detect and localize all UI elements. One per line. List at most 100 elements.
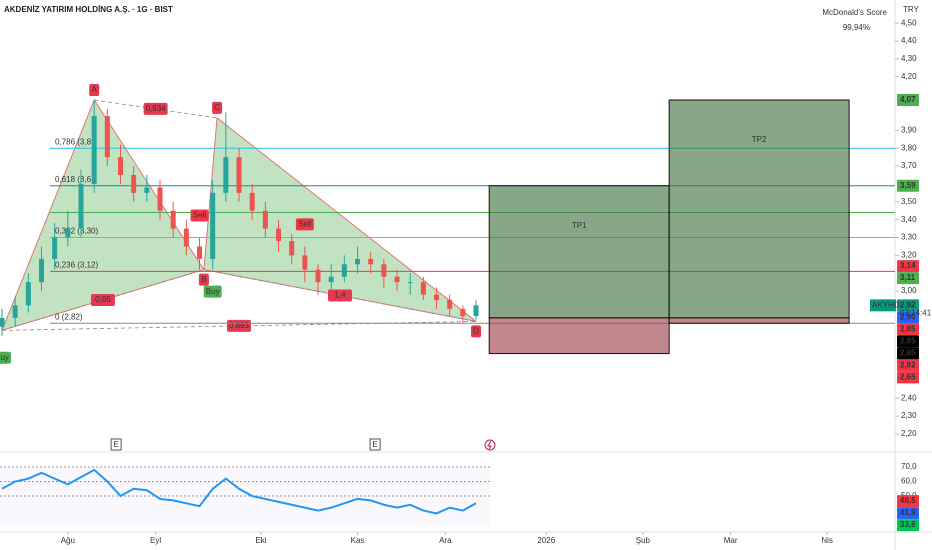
lightning-icon[interactable]	[484, 439, 496, 451]
score-value: 99,94%	[843, 23, 870, 32]
ratio-badge	[327, 289, 352, 302]
candle-body	[447, 300, 453, 309]
symbol-tag-label: AKYHO	[872, 300, 900, 309]
ratio-badge	[143, 102, 168, 115]
y-tick-label: 3,40	[901, 215, 917, 224]
ratio-label: 0,893	[229, 321, 250, 330]
event-label: E	[372, 440, 377, 449]
candle-body	[289, 241, 295, 256]
rsi-line	[1, 468, 477, 515]
price-badge-label: 3,14	[900, 261, 916, 270]
candle-body	[183, 228, 189, 247]
event-marker	[110, 438, 122, 451]
fib-label: 0,786 (3,8	[55, 137, 92, 146]
candle-body	[355, 258, 361, 265]
candle-body	[118, 157, 124, 175]
signal-badge	[0, 351, 11, 364]
price-badge	[897, 519, 919, 532]
price-badge-label: 4,07	[900, 95, 916, 104]
ratio-label: 0,65	[95, 295, 111, 304]
candle-body	[39, 258, 45, 283]
x-tick-label: Kas	[351, 536, 365, 545]
signal-label: Sell	[193, 211, 207, 220]
y-tick-label: 3,50	[901, 197, 917, 206]
price-badge	[897, 272, 919, 285]
candle-body	[52, 237, 58, 259]
candle-body	[315, 269, 321, 283]
price-badge-label: 2,92	[900, 300, 916, 309]
y-tick-label: 2,40	[901, 393, 917, 402]
stop-zone	[488, 317, 670, 355]
target-label: TP1	[572, 221, 587, 230]
price-badge	[897, 94, 919, 106]
price-badge	[897, 359, 919, 372]
stop-zone	[668, 317, 850, 324]
candle-body	[434, 294, 440, 300]
candle-body	[131, 175, 137, 193]
x-tick-label: Ara	[439, 536, 452, 545]
pattern-point-label: B	[201, 275, 206, 284]
pattern-point-label: A	[92, 85, 98, 94]
pattern-point-badge	[89, 84, 100, 96]
y-tick-label: 4,40	[901, 36, 917, 45]
y-tick-label: 4,20	[901, 72, 917, 81]
candle-body	[460, 308, 466, 317]
y-tick-label: 3,30	[901, 233, 917, 242]
y-tick-label: 4,30	[901, 54, 917, 63]
price-badge	[897, 507, 919, 520]
pattern-point-badge	[212, 101, 223, 114]
event-marker	[369, 438, 381, 451]
signal-label: Sell	[298, 220, 312, 229]
price-badge	[897, 299, 919, 312]
price-badge	[897, 260, 919, 273]
price-badge	[897, 371, 919, 384]
price-badge	[897, 323, 919, 336]
price-badge-label: 2,85	[900, 348, 916, 357]
ratio-label: 0,934	[146, 104, 167, 113]
y-tick-label: 3,90	[901, 125, 917, 134]
symbol-tag	[870, 299, 896, 312]
signal-label: Buy	[0, 353, 9, 362]
price-badge-label: 33,6	[900, 520, 916, 529]
fib-label: 0,236 (3,12)	[55, 261, 98, 270]
pattern-point-badge	[198, 273, 209, 286]
candle-body	[104, 116, 110, 158]
symbol-title: AKDENİZ YATIRIM HOLDİNG A.Ş. · 1G · BIST	[4, 5, 173, 14]
candle-body	[262, 210, 268, 229]
candle-body	[78, 183, 84, 229]
y-tick-label: 3,00	[901, 286, 917, 295]
candle-body	[91, 116, 97, 184]
candle-body	[341, 264, 347, 277]
score-label: McDonald's Score	[822, 8, 887, 17]
pattern-point-badge	[471, 325, 482, 338]
countdown: 03:14:41	[900, 308, 932, 317]
candle-body	[420, 282, 426, 295]
candle-body	[0, 317, 5, 327]
ratio-label: 1,4	[334, 291, 346, 300]
candle-body	[249, 192, 255, 211]
fib-label: 0 (2,82)	[55, 312, 83, 321]
signal-badge	[203, 285, 222, 298]
candle-body	[25, 282, 31, 306]
x-tick-label: Nis	[821, 536, 833, 545]
signal-label: Buy	[206, 287, 220, 296]
target-label: TP2	[752, 135, 767, 144]
candle-body	[210, 192, 216, 259]
price-badge-label: 2,85	[900, 324, 916, 333]
candle-body	[328, 276, 334, 283]
y-tick-label: 2,30	[901, 411, 917, 420]
fib-label: 0,618 (3,6	[55, 175, 92, 184]
price-badge	[897, 335, 919, 348]
candle-body	[157, 187, 163, 211]
currency: TRY	[903, 5, 920, 14]
signal-badge	[190, 209, 209, 222]
candle-body	[12, 305, 18, 318]
price-badge	[897, 347, 919, 360]
price-badge	[897, 179, 919, 192]
price-badge-label: 2,65	[900, 372, 916, 381]
x-tick-label: Ağu	[61, 536, 75, 545]
y-tick-label: 3,70	[901, 161, 917, 170]
candle-body	[197, 246, 203, 259]
price-badge-label: 2,82	[900, 360, 916, 369]
candle-body	[65, 228, 71, 238]
